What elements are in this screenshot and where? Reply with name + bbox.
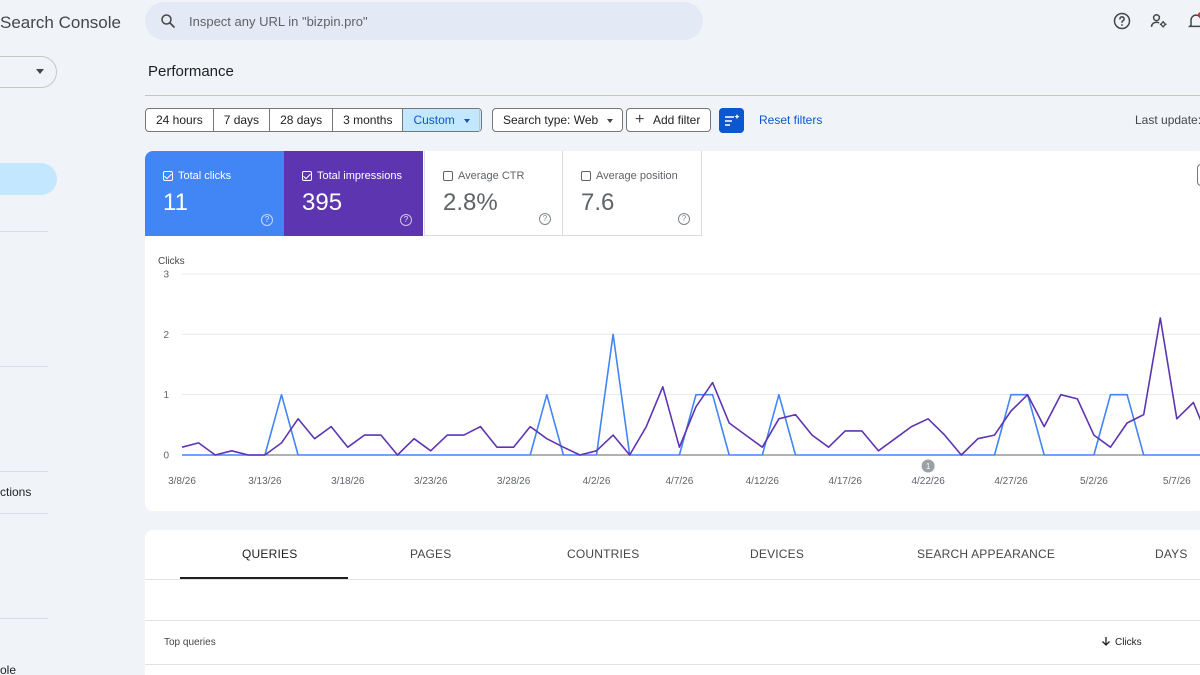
help-icon[interactable]: ?: [678, 213, 690, 225]
date-range-24-hours[interactable]: 24 hours: [146, 109, 214, 131]
metric-label: Average CTR: [458, 170, 525, 182]
x-tick-label: 3/23/26: [414, 476, 448, 487]
chevron-down-icon: [36, 69, 44, 74]
tab-devices[interactable]: DEVICES: [750, 547, 805, 561]
y-tick-label: 1: [163, 390, 169, 401]
series-line-clicks: [182, 333, 1200, 456]
tab-countries[interactable]: COUNTRIES: [567, 547, 640, 561]
x-tick-label: 4/22/26: [911, 476, 945, 487]
metric-value: 11: [163, 189, 188, 216]
date-range-28-days[interactable]: 28 days: [270, 109, 334, 131]
metric-label: Average position: [596, 170, 678, 182]
sidebar-divider: [0, 471, 48, 472]
notifications-icon[interactable]: [1186, 11, 1200, 31]
series-line-impressions: [181, 317, 1200, 456]
metric-total-clicks[interactable]: Total clicks 11 ?: [145, 151, 284, 236]
sidebar-divider: [0, 513, 48, 514]
help-icon[interactable]: ?: [400, 214, 412, 226]
checkbox-unchecked-icon: [443, 171, 453, 181]
metric-average-ctr[interactable]: Average CTR 2.8% ?: [424, 151, 563, 236]
x-tick-label: 3/13/26: [248, 476, 282, 487]
add-filter-label: Add filter: [653, 113, 701, 127]
x-tick-label: 3/8/26: [168, 476, 196, 487]
manage-users-icon[interactable]: [1149, 11, 1169, 31]
add-filter-button[interactable]: + Add filter: [626, 108, 712, 132]
app-title: Search Console: [0, 13, 121, 32]
tab-search-appearance[interactable]: SEARCH APPEARANCE: [917, 547, 1056, 561]
help-icon[interactable]: ?: [261, 214, 273, 226]
title-divider: [145, 95, 1200, 96]
arrow-down-icon[interactable]: [1100, 635, 1112, 647]
x-tick-label: 4/2/26: [583, 476, 611, 487]
page-title: Performance: [148, 63, 234, 80]
sidebar-item-performance[interactable]: [0, 163, 57, 195]
last-update-label: Last update:: [1135, 113, 1200, 127]
sidebar: Search Console ctions ole: [0, 0, 145, 675]
sidebar-item-actions[interactable]: ctions: [0, 485, 32, 499]
annotation-label: 1: [926, 462, 931, 471]
clicks-line-chart: Clicks 0 1 2 3 3/8/26 3/13/26 3/18/26 3/23/26 3/2…: [158, 256, 1200, 487]
chart-options-button[interactable]: [1197, 164, 1200, 186]
checkbox-checked-icon: [302, 171, 312, 181]
table-header-divider: [145, 664, 1200, 665]
search-type-filter[interactable]: Search type: Web: [492, 108, 624, 132]
metric-value: 2.8%: [443, 189, 498, 216]
x-tick-label: 4/17/26: [829, 476, 863, 487]
active-tab-indicator: [180, 577, 348, 579]
x-tick-label: 3/18/26: [331, 476, 365, 487]
tab-queries[interactable]: QUERIES: [242, 547, 298, 561]
y-tick-label: 2: [163, 330, 169, 341]
date-range-selector: 24 hours 7 days 28 days 3 months Custom: [145, 108, 482, 132]
checkbox-unchecked-icon: [581, 171, 591, 181]
y-tick-label: 0: [163, 451, 169, 462]
sidebar-divider: [0, 618, 48, 619]
search-icon: [161, 14, 175, 28]
filter-settings-button[interactable]: [719, 108, 744, 133]
metric-total-impressions[interactable]: Total impressions 395 ?: [284, 151, 423, 236]
annotation-marker: [921, 459, 935, 473]
y-tick-label: 3: [163, 270, 169, 281]
x-tick-label: 3/28/26: [497, 476, 531, 487]
table-toolbar-divider: [145, 620, 1200, 621]
tab-pages[interactable]: PAGES: [410, 547, 452, 561]
tabs-divider: [145, 579, 1200, 580]
tab-days[interactable]: DAYS: [1155, 547, 1188, 561]
date-range-7-days[interactable]: 7 days: [214, 109, 271, 131]
date-range-3-months[interactable]: 3 months: [333, 109, 404, 131]
help-icon[interactable]: [1112, 11, 1132, 31]
metric-value: 7.6: [581, 189, 615, 216]
x-tick-label: 5/2/26: [1080, 476, 1108, 487]
x-tick-label: 5/7/26: [1163, 476, 1191, 487]
metric-value: 395: [302, 189, 343, 216]
metric-average-position[interactable]: Average position 7.6 ?: [563, 151, 702, 236]
report-table-card: QUERIES PAGES COUNTRIES DEVICES SEARCH A…: [145, 530, 1200, 675]
y-axis-label: Clicks: [158, 256, 185, 267]
x-tick-label: 4/27/26: [994, 476, 1028, 487]
x-tick-label: 4/7/26: [666, 476, 694, 487]
date-range-custom[interactable]: Custom: [403, 109, 481, 131]
checkbox-checked-icon: [163, 171, 173, 181]
sidebar-divider: [0, 366, 48, 367]
sidebar-divider: [0, 231, 48, 232]
x-tick-label: 4/12/26: [746, 476, 780, 487]
url-inspection-search[interactable]: [145, 2, 703, 40]
performance-chart-card: Total clicks 11 ? Total impressions 395 …: [145, 151, 1200, 511]
property-selector[interactable]: [0, 56, 57, 88]
column-header-clicks[interactable]: Clicks: [1115, 637, 1142, 648]
reset-filters-link[interactable]: Reset filters: [759, 113, 823, 127]
help-icon[interactable]: ?: [539, 213, 551, 225]
filter-separator: [479, 110, 480, 132]
search-input[interactable]: [189, 2, 669, 40]
metric-label: Total impressions: [317, 170, 402, 182]
plus-icon: +: [635, 111, 645, 128]
column-header-top-queries[interactable]: Top queries: [164, 637, 216, 648]
sidebar-item-console[interactable]: ole: [0, 663, 17, 675]
metric-label: Total clicks: [178, 170, 232, 182]
